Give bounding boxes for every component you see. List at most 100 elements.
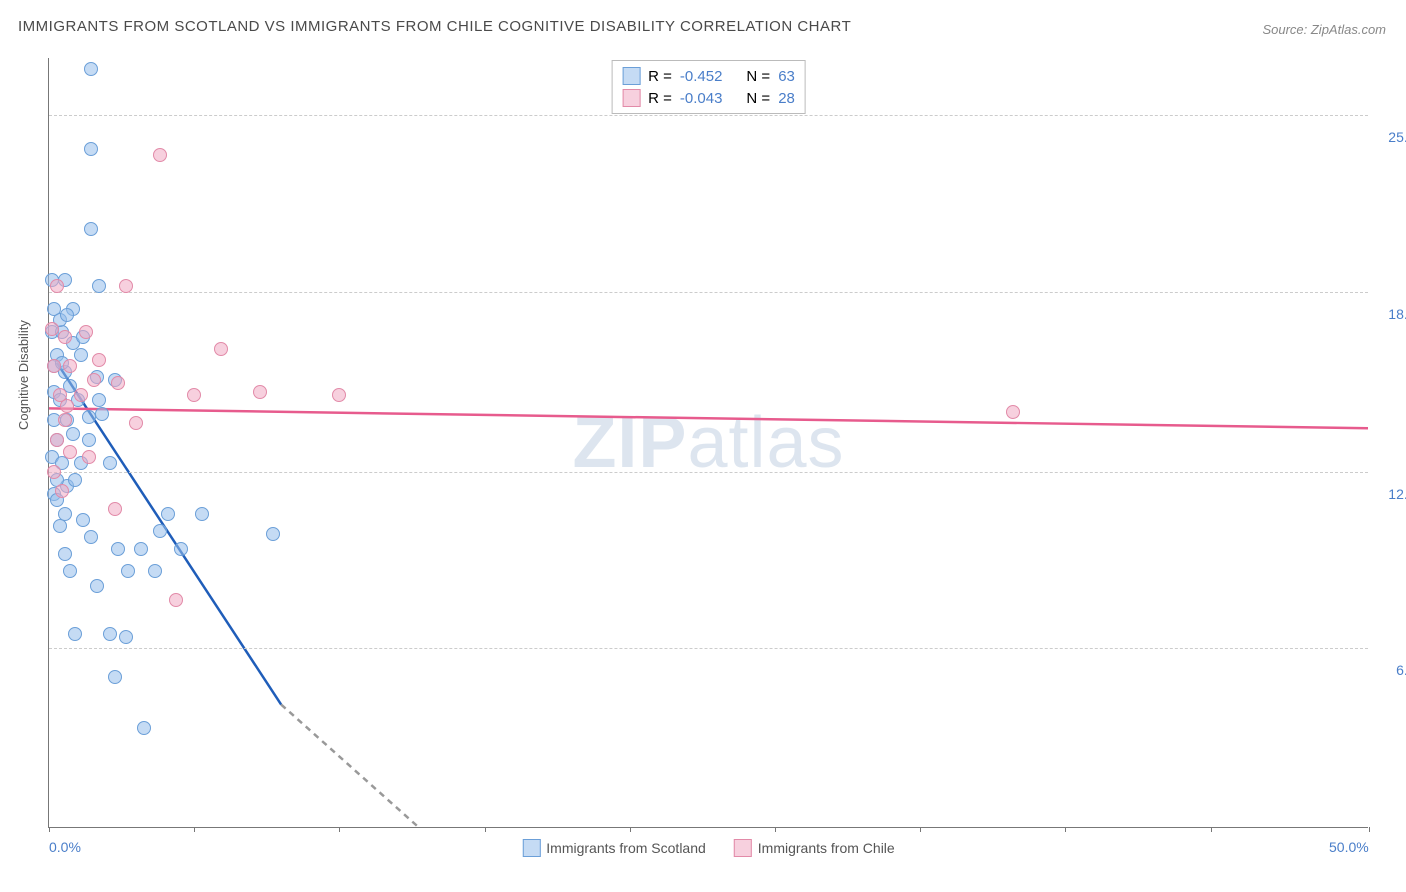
point-scotland bbox=[76, 513, 90, 527]
x-tick bbox=[1211, 827, 1212, 832]
legend-swatch-chile bbox=[734, 839, 752, 857]
point-scotland bbox=[84, 530, 98, 544]
point-scotland bbox=[74, 348, 88, 362]
point-scotland bbox=[103, 456, 117, 470]
r-prefix: R = bbox=[648, 90, 672, 107]
legend-item-scotland: Immigrants from Scotland bbox=[522, 839, 706, 857]
point-chile bbox=[63, 445, 77, 459]
point-scotland bbox=[82, 410, 96, 424]
point-scotland bbox=[137, 721, 151, 735]
point-scotland bbox=[134, 542, 148, 556]
point-scotland bbox=[66, 427, 80, 441]
y-axis-label: Cognitive Disability bbox=[16, 320, 31, 430]
point-chile bbox=[79, 325, 93, 339]
point-scotland bbox=[119, 630, 133, 644]
x-tick-label: 0.0% bbox=[49, 839, 81, 855]
r-value-scotland: -0.452 bbox=[680, 68, 723, 85]
point-chile bbox=[50, 433, 64, 447]
point-scotland bbox=[111, 542, 125, 556]
point-scotland bbox=[92, 393, 106, 407]
point-chile bbox=[108, 502, 122, 516]
point-scotland bbox=[84, 222, 98, 236]
point-chile bbox=[47, 359, 61, 373]
point-scotland bbox=[161, 507, 175, 521]
swatch-chile bbox=[622, 89, 640, 107]
point-chile bbox=[332, 388, 346, 402]
point-scotland bbox=[84, 142, 98, 156]
point-chile bbox=[50, 279, 64, 293]
point-chile bbox=[169, 593, 183, 607]
point-scotland bbox=[153, 524, 167, 538]
point-scotland bbox=[68, 473, 82, 487]
point-scotland bbox=[95, 407, 109, 421]
n-value-scotland: 63 bbox=[778, 68, 795, 85]
watermark-light: atlas bbox=[687, 403, 844, 483]
point-scotland bbox=[84, 62, 98, 76]
x-tick bbox=[194, 827, 195, 832]
x-tick bbox=[630, 827, 631, 832]
point-chile bbox=[187, 388, 201, 402]
regression-lines-svg bbox=[49, 58, 1368, 827]
point-chile bbox=[92, 353, 106, 367]
x-tick bbox=[49, 827, 50, 832]
point-scotland bbox=[60, 308, 74, 322]
point-chile bbox=[58, 330, 72, 344]
point-scotland bbox=[148, 564, 162, 578]
point-scotland bbox=[195, 507, 209, 521]
point-scotland bbox=[58, 547, 72, 561]
point-scotland bbox=[174, 542, 188, 556]
legend-label-chile: Immigrants from Chile bbox=[758, 840, 895, 856]
point-chile bbox=[47, 465, 61, 479]
stats-row-scotland: R = -0.452 N = 63 bbox=[622, 65, 795, 87]
n-prefix: N = bbox=[746, 90, 770, 107]
series-legend: Immigrants from Scotland Immigrants from… bbox=[522, 839, 894, 857]
point-scotland bbox=[92, 279, 106, 293]
point-chile bbox=[58, 413, 72, 427]
point-scotland bbox=[63, 564, 77, 578]
point-scotland bbox=[53, 519, 67, 533]
point-scotland bbox=[68, 627, 82, 641]
x-tick bbox=[339, 827, 340, 832]
point-chile bbox=[74, 388, 88, 402]
watermark-bold: ZIP bbox=[572, 403, 687, 483]
point-scotland bbox=[121, 564, 135, 578]
y-tick-label: 12.5% bbox=[1388, 486, 1406, 502]
legend-item-chile: Immigrants from Chile bbox=[734, 839, 895, 857]
gridline-h bbox=[49, 292, 1368, 293]
point-chile bbox=[55, 484, 69, 498]
legend-swatch-scotland bbox=[522, 839, 540, 857]
x-tick bbox=[1065, 827, 1066, 832]
point-chile bbox=[119, 279, 133, 293]
legend-label-scotland: Immigrants from Scotland bbox=[546, 840, 706, 856]
n-prefix: N = bbox=[746, 68, 770, 85]
swatch-scotland bbox=[622, 67, 640, 85]
r-prefix: R = bbox=[648, 68, 672, 85]
gridline-h bbox=[49, 648, 1368, 649]
point-chile bbox=[82, 450, 96, 464]
point-scotland bbox=[266, 527, 280, 541]
n-value-chile: 28 bbox=[778, 90, 795, 107]
point-chile bbox=[87, 373, 101, 387]
point-chile bbox=[45, 322, 59, 336]
point-chile bbox=[111, 376, 125, 390]
y-tick-label: 18.8% bbox=[1388, 306, 1406, 322]
x-tick bbox=[920, 827, 921, 832]
source-attribution: Source: ZipAtlas.com bbox=[1262, 22, 1386, 37]
r-value-chile: -0.043 bbox=[680, 90, 723, 107]
y-tick-label: 6.3% bbox=[1396, 662, 1406, 678]
gridline-h bbox=[49, 115, 1368, 116]
point-chile bbox=[214, 342, 228, 356]
x-tick bbox=[1369, 827, 1370, 832]
point-chile bbox=[253, 385, 267, 399]
point-chile bbox=[60, 399, 74, 413]
plot-area: ZIPatlas R = -0.452 N = 63 R = -0.043 N … bbox=[48, 58, 1368, 828]
point-chile bbox=[153, 148, 167, 162]
x-tick bbox=[485, 827, 486, 832]
point-scotland bbox=[108, 670, 122, 684]
stats-row-chile: R = -0.043 N = 28 bbox=[622, 87, 795, 109]
point-scotland bbox=[103, 627, 117, 641]
point-scotland bbox=[82, 433, 96, 447]
gridline-h bbox=[49, 472, 1368, 473]
stats-legend: R = -0.452 N = 63 R = -0.043 N = 28 bbox=[611, 60, 806, 114]
point-chile bbox=[63, 359, 77, 373]
